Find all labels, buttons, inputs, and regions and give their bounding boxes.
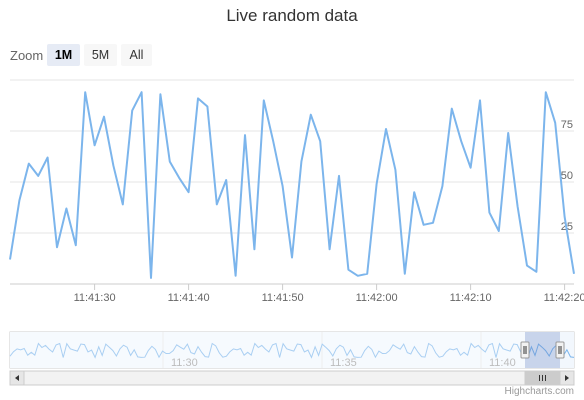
- navigator-tick-label: 11:35: [330, 357, 357, 369]
- chevron-left-icon: [15, 375, 19, 381]
- zoom-1m-button[interactable]: 1M: [47, 44, 80, 66]
- navigator-mask-left: [10, 332, 525, 368]
- series-line: [9, 91, 575, 279]
- zoom-label: Zoom: [10, 48, 44, 63]
- zoom-all-button[interactable]: All: [121, 44, 152, 66]
- navigator-series: [9, 342, 575, 359]
- chart-title: Live random data: [226, 6, 358, 25]
- x-tick-label: 11:42:10: [450, 292, 492, 304]
- navigator-selection[interactable]: [525, 332, 560, 368]
- x-tick-label: 11:41:30: [74, 292, 116, 304]
- x-tick-label: 11:42:20: [544, 292, 584, 304]
- credits-link[interactable]: Highcharts.com: [504, 386, 574, 397]
- y-tick-label: 75: [561, 119, 573, 131]
- scrollbar: [9, 370, 575, 386]
- chevron-right-icon: [565, 375, 569, 381]
- x-axis: 11:41:30 11:41:40 11:41:50 11:42:00 11:42:10…: [74, 284, 584, 304]
- scrollbar-track[interactable]: [9, 370, 575, 386]
- zoom-5m-button[interactable]: 5M: [84, 44, 117, 66]
- gridlines: [10, 79, 574, 285]
- navigator-handle-right[interactable]: [555, 341, 565, 359]
- navigator-tick-label: 11:30: [171, 357, 198, 369]
- x-tick-label: 11:42:00: [356, 292, 398, 304]
- navigator: 11:30 11:35 11:40: [9, 331, 575, 369]
- x-tick-label: 11:41:50: [262, 292, 304, 304]
- navigator-tick-label: 11:40: [489, 357, 516, 369]
- y-tick-label: 50: [561, 170, 573, 182]
- navigator-handle-left[interactable]: [520, 341, 530, 359]
- x-tick-label: 11:41:40: [168, 292, 210, 304]
